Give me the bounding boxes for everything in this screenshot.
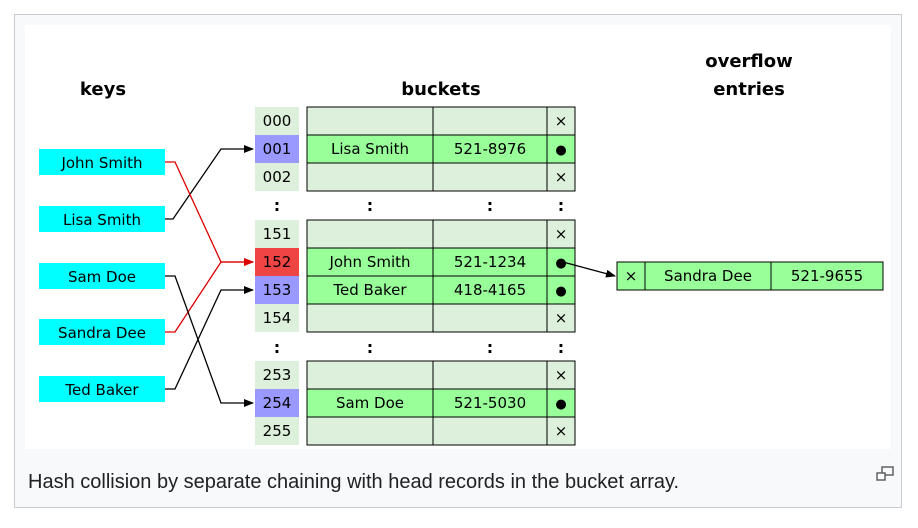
bucket-pointer: × bbox=[555, 225, 568, 243]
overflow-phone: 521-9655 bbox=[791, 267, 863, 285]
enlarge-icon[interactable] bbox=[875, 465, 895, 483]
bucket-group-top bbox=[255, 106, 576, 192]
bucket-row-254: 254 Sam Doe 521-5030 ● bbox=[263, 394, 567, 412]
bucket-name: Ted Baker bbox=[332, 281, 407, 299]
ellipsis: : bbox=[367, 338, 373, 357]
key-label: Sandra Dee bbox=[58, 324, 146, 342]
bucket-name: Sam Doe bbox=[336, 394, 404, 412]
bucket-row-154: 154 × bbox=[263, 309, 568, 327]
bucket-row-001: 001 Lisa Smith 521-8976 ● bbox=[263, 140, 567, 158]
bucket-phone: 521-5030 bbox=[454, 394, 526, 412]
ellipsis: : bbox=[558, 196, 564, 215]
ellipsis: : bbox=[487, 338, 493, 357]
bucket-row-152: 152 John Smith 521-1234 ● bbox=[263, 253, 567, 271]
ellipsis-row-1: : : : : bbox=[274, 196, 564, 215]
ellipsis-row-2: : : : : bbox=[274, 338, 564, 357]
arrow-sam-doe-to-254 bbox=[165, 275, 254, 407]
bucket-pointer: ● bbox=[555, 397, 566, 412]
bucket-group-middle bbox=[255, 219, 576, 333]
bucket-pointer: ● bbox=[555, 284, 566, 299]
bucket-index: 253 bbox=[263, 366, 292, 384]
bucket-pointer: ● bbox=[555, 143, 566, 158]
diagram-svg: keys buckets overflow entries John Smith… bbox=[39, 51, 884, 446]
ellipsis: : bbox=[558, 338, 564, 357]
bucket-phone: 521-1234 bbox=[454, 253, 526, 271]
hash-arrows bbox=[165, 145, 616, 407]
key-label: John Smith bbox=[60, 154, 142, 172]
bucket-index: 152 bbox=[263, 253, 292, 271]
bucket-name: Lisa Smith bbox=[331, 140, 409, 158]
ellipsis: : bbox=[274, 338, 280, 357]
keys-column: John Smith Lisa Smith Sam Doe Sandra Dee… bbox=[39, 149, 165, 402]
arrow-ted-baker-to-153 bbox=[165, 286, 254, 390]
keys-heading: keys bbox=[80, 79, 126, 100]
overflow-heading-line2: entries bbox=[713, 79, 785, 100]
bucket-group-bottom bbox=[255, 360, 576, 446]
bucket-index: 001 bbox=[263, 140, 292, 158]
bucket-pointer: × bbox=[555, 309, 568, 327]
key-label: Sam Doe bbox=[68, 268, 136, 286]
arrow-152-to-overflow bbox=[562, 261, 616, 278]
bucket-index: 153 bbox=[263, 281, 292, 299]
bucket-pointer: × bbox=[555, 112, 568, 130]
bucket-row-000: 000 × bbox=[263, 112, 568, 130]
buckets-heading: buckets bbox=[401, 79, 480, 100]
bucket-index: 002 bbox=[263, 168, 292, 186]
bucket-index: 255 bbox=[263, 422, 292, 440]
bucket-row-255: 255 × bbox=[263, 422, 568, 440]
bucket-pointer: × bbox=[555, 168, 568, 186]
bucket-row-153: 153 Ted Baker 418-4165 ● bbox=[263, 281, 567, 299]
overflow-heading-line1: overflow bbox=[705, 51, 793, 72]
key-lisa-smith: Lisa Smith bbox=[39, 206, 165, 232]
key-label: Lisa Smith bbox=[63, 211, 141, 229]
hash-table-diagram: keys buckets overflow entries John Smith… bbox=[25, 25, 891, 449]
bucket-row-151: 151 × bbox=[263, 225, 568, 243]
bucket-pointer: × bbox=[555, 366, 568, 384]
ellipsis: : bbox=[274, 196, 280, 215]
bucket-index: 254 bbox=[263, 394, 292, 412]
bucket-phone: 418-4165 bbox=[454, 281, 526, 299]
bucket-index: 154 bbox=[263, 309, 292, 327]
ellipsis: : bbox=[487, 196, 493, 215]
overflow-name: Sandra Dee bbox=[664, 267, 752, 285]
arrow-sandra-dee-to-152 bbox=[165, 258, 254, 333]
overflow-entry: × Sandra Dee 521-9655 bbox=[616, 261, 884, 291]
key-john-smith: John Smith bbox=[39, 149, 165, 175]
bucket-pointer: ● bbox=[555, 256, 566, 271]
figure-thumbnail: keys buckets overflow entries John Smith… bbox=[14, 14, 902, 508]
ellipsis: : bbox=[367, 196, 373, 215]
bucket-row-002: 002 × bbox=[263, 168, 568, 186]
bucket-pointer: × bbox=[555, 422, 568, 440]
figure-caption: Hash collision by separate chaining with… bbox=[28, 471, 680, 493]
key-sam-doe: Sam Doe bbox=[39, 263, 165, 289]
key-ted-baker: Ted Baker bbox=[39, 376, 165, 402]
bucket-phone: 521-8976 bbox=[454, 140, 526, 158]
overflow-pointer: × bbox=[625, 267, 638, 285]
bucket-name: John Smith bbox=[328, 253, 410, 271]
bucket-index: 151 bbox=[263, 225, 292, 243]
arrow-lisa-smith-to-001 bbox=[165, 145, 254, 220]
key-sandra-dee: Sandra Dee bbox=[39, 319, 165, 345]
bucket-row-253: 253 × bbox=[263, 366, 568, 384]
key-label: Ted Baker bbox=[64, 381, 139, 399]
bucket-index: 000 bbox=[263, 112, 292, 130]
